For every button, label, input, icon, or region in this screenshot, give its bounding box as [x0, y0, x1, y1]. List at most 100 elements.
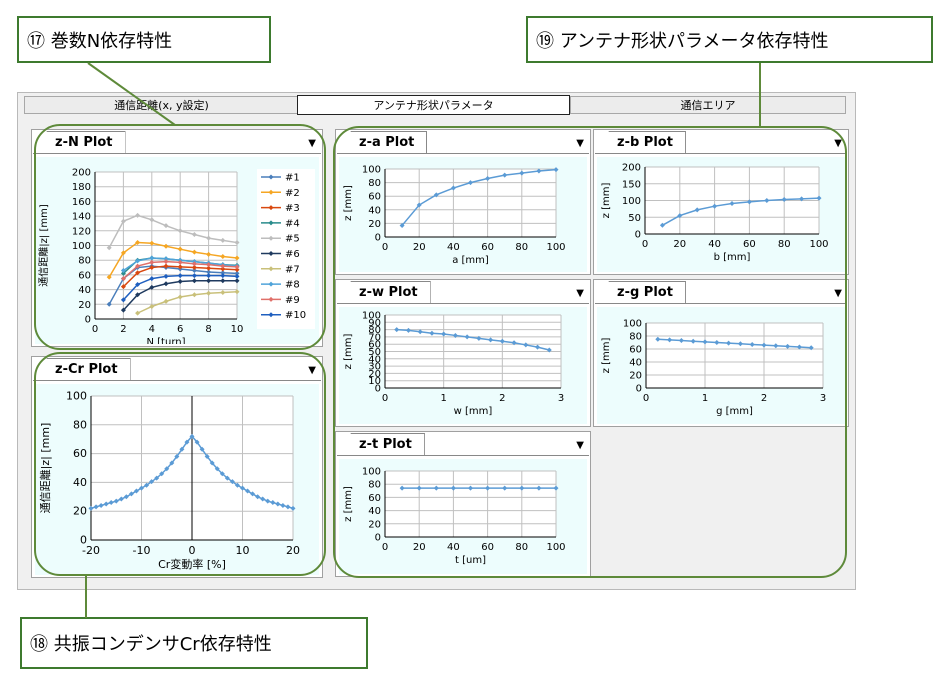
chart-za: 0 20 40 60 80 100 0 20 40 60 80 100 a [mm] z [mm]: [343, 165, 566, 267]
tab-distance-xy[interactable]: 通信距離(x, y設定): [24, 96, 299, 114]
data-point: [816, 195, 822, 201]
data-point: [450, 485, 456, 491]
data-point: [433, 192, 439, 198]
data-point: [120, 218, 126, 224]
series-line: [108, 214, 238, 249]
y-tick-label: 200: [72, 168, 91, 179]
y-tick-label: 80: [368, 325, 381, 336]
data-point: [135, 258, 141, 264]
plot-area: 0 20 40 60 80 100 120 140 160 180 200 0 2 4 6 8 10 N [tur…: [35, 157, 319, 344]
y-tick-label: 60: [368, 340, 381, 351]
data-point: [464, 334, 470, 340]
data-point: [149, 284, 155, 290]
legend-marker: [268, 220, 274, 226]
data-point: [229, 479, 235, 485]
data-point: [234, 264, 240, 270]
dropdown-arrow-icon[interactable]: ▼: [576, 440, 584, 451]
data-point: [220, 263, 226, 269]
data-point: [135, 263, 141, 269]
data-point: [133, 488, 139, 494]
data-point: [154, 475, 160, 481]
data-point: [174, 453, 180, 459]
data-point: [485, 485, 491, 491]
x-tick-label: -10: [133, 544, 151, 557]
callout-antenna-dependence: ⑲ アンテナ形状パラメータ依存特性: [526, 16, 933, 63]
y-tick-label: 40: [73, 476, 87, 489]
data-point: [468, 485, 473, 491]
data-point: [690, 338, 696, 344]
dropdown-arrow-icon[interactable]: ▼: [308, 138, 316, 149]
data-point: [106, 245, 112, 251]
data-point: [429, 330, 435, 336]
dropdown-arrow-icon[interactable]: ▼: [834, 138, 842, 149]
data-point: [177, 228, 183, 234]
data-point: [796, 344, 802, 350]
x-tick-label: 100: [546, 542, 565, 553]
data-point: [120, 270, 126, 276]
chart-zb: 0 50 100 150 200 0 20 40 60 80 100 b [mm] z [mm]: [601, 163, 829, 264]
data-point: [169, 460, 175, 466]
tab-antenna-params[interactable]: アンテナ形状パラメータ: [297, 95, 570, 115]
data-point: [667, 337, 673, 343]
tab-comm-area[interactable]: 通信エリア: [570, 96, 846, 114]
legend-marker: [268, 189, 274, 195]
data-point: [476, 335, 482, 341]
x-tick-label: 0: [382, 542, 388, 553]
data-point: [290, 505, 296, 511]
title-divider: [337, 153, 589, 154]
data-point: [209, 460, 215, 466]
legend-marker: [268, 312, 274, 318]
dropdown-arrow-icon[interactable]: ▼: [576, 138, 584, 149]
x-tick-label: 100: [546, 242, 565, 253]
x-tick-label: 10: [231, 324, 244, 335]
y-tick-label: 80: [78, 256, 91, 267]
data-point: [234, 278, 240, 284]
data-point: [761, 342, 767, 348]
legend-label: #6: [285, 249, 300, 260]
y-tick-label: 20: [368, 519, 381, 530]
data-point: [135, 292, 141, 298]
x-tick-label: 1: [440, 393, 446, 404]
dropdown-arrow-icon[interactable]: ▼: [308, 365, 316, 376]
panel-title: z-Cr Plot: [33, 358, 131, 380]
panel-title: z-g Plot: [595, 281, 686, 303]
data-point: [714, 340, 720, 345]
data-point: [103, 501, 109, 507]
data-point: [149, 304, 155, 310]
y-tick-label: 20: [629, 371, 642, 382]
dropdown-arrow-icon[interactable]: ▼: [576, 288, 584, 299]
y-tick-label: 0: [375, 384, 381, 395]
data-point: [224, 475, 230, 481]
x-axis-label: w [mm]: [454, 406, 493, 417]
x-axis-label: b [mm]: [714, 252, 751, 263]
plot-background: [385, 471, 556, 537]
dropdown-arrow-icon[interactable]: ▼: [834, 288, 842, 299]
data-point: [234, 482, 240, 488]
data-point: [234, 289, 240, 295]
data-point: [191, 292, 197, 298]
legend-marker: [268, 266, 274, 272]
data-point: [106, 301, 112, 307]
plot-area: 0 20 40 60 80 100 0 20 40 60 80 100 t [um] z [mm]: [339, 459, 587, 574]
panel-zg: z-g Plot ▼ 0 20 40 60 80 100 0 1 2 3 g [mm] z [mm]: [593, 279, 849, 427]
data-point: [98, 502, 104, 508]
data-point: [149, 479, 155, 485]
data-point: [405, 327, 411, 333]
data-point: [163, 273, 169, 279]
data-point: [135, 212, 141, 218]
y-tick-label: 60: [368, 192, 381, 203]
legend-marker: [268, 296, 274, 302]
tab-bar: 通信距離(x, y設定) アンテナ形状パラメータ 通信エリア: [18, 93, 855, 115]
data-point: [220, 278, 226, 284]
x-tick-label: 20: [413, 242, 426, 253]
callout-cr-dependence: ⑱ 共振コンデンサCr依存特性: [20, 617, 368, 669]
y-tick-label: 140: [72, 212, 91, 223]
x-tick-label: 3: [558, 393, 564, 404]
x-tick-label: 80: [778, 239, 791, 250]
y-tick-label: 70: [368, 332, 381, 343]
plot-background: [385, 169, 556, 237]
data-point: [163, 281, 169, 287]
data-point: [394, 327, 400, 333]
tab-label: 通信エリア: [680, 99, 736, 112]
